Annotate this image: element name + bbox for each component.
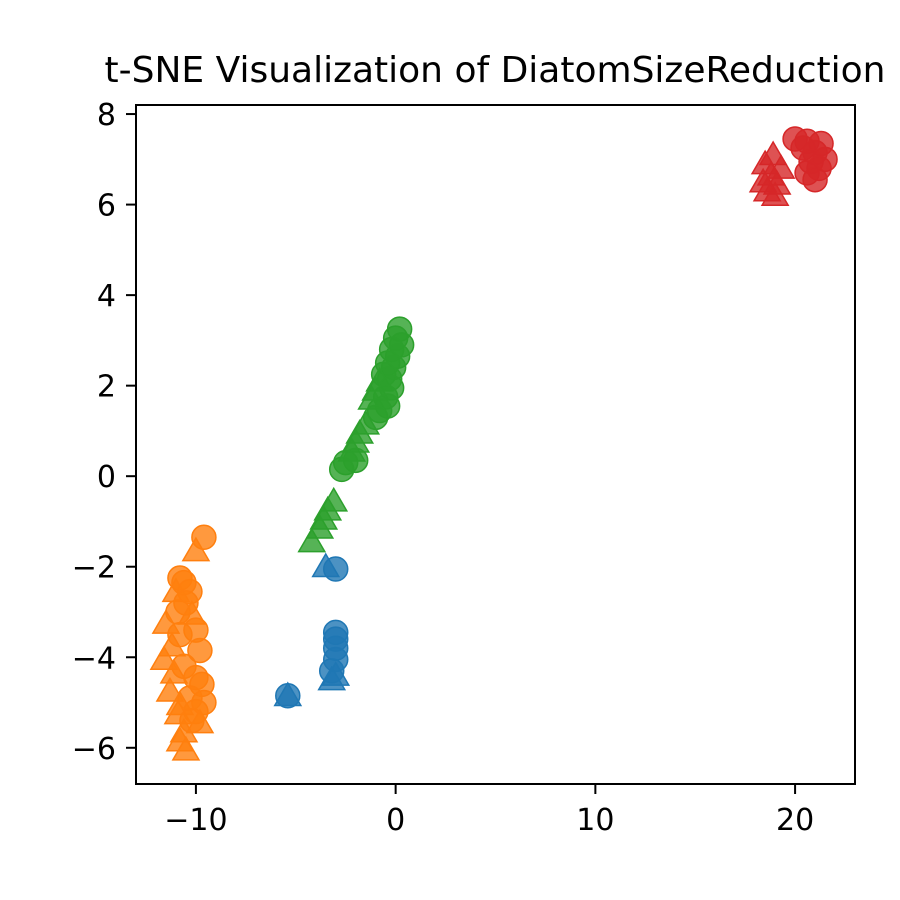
plot-area-frame bbox=[135, 104, 856, 785]
chart-title: t-SNE Visualization of DiatomSizeReducti… bbox=[105, 50, 886, 91]
y-tick-label: −2 bbox=[72, 551, 116, 586]
data-point-s3-17-triangle bbox=[760, 181, 790, 207]
y-tick-label: 2 bbox=[97, 370, 116, 405]
y-tick-label: 4 bbox=[97, 279, 116, 314]
y-tick-label: 8 bbox=[97, 98, 116, 133]
x-tick-label: 20 bbox=[776, 803, 814, 838]
y-tick-label: 0 bbox=[97, 460, 116, 495]
y-tick-label: 6 bbox=[97, 189, 116, 224]
data-point-s1-14-triangle bbox=[149, 645, 179, 671]
axis-ticks: −10 0 10 20 −6 −4 −2 0 2 4 6 8 bbox=[72, 98, 814, 838]
data-point-s0-3-triangle bbox=[273, 681, 303, 707]
data-point-s1-13-circle bbox=[187, 637, 213, 664]
x-tick-label: 10 bbox=[576, 803, 614, 838]
data-point-s1-16-triangle bbox=[159, 658, 189, 684]
data-point-s1-19-triangle bbox=[155, 676, 185, 702]
data-point-s1-26-triangle bbox=[185, 708, 215, 734]
x-tick-label: 0 bbox=[386, 803, 405, 838]
x-tick-label: −10 bbox=[164, 803, 227, 838]
points-layer bbox=[149, 126, 838, 761]
data-point-s1-1-triangle bbox=[181, 536, 211, 562]
data-point-s2-28-triangle bbox=[297, 527, 327, 553]
data-point-s2-23-circle bbox=[328, 456, 355, 483]
y-tick-label: −4 bbox=[72, 641, 116, 676]
y-tick-label: −6 bbox=[72, 732, 116, 767]
data-point-s0-10-triangle bbox=[317, 665, 347, 691]
data-point-s0-1-triangle bbox=[311, 552, 341, 578]
data-point-s3-9-circle bbox=[802, 166, 828, 193]
data-point-s1-29-triangle bbox=[171, 735, 201, 761]
